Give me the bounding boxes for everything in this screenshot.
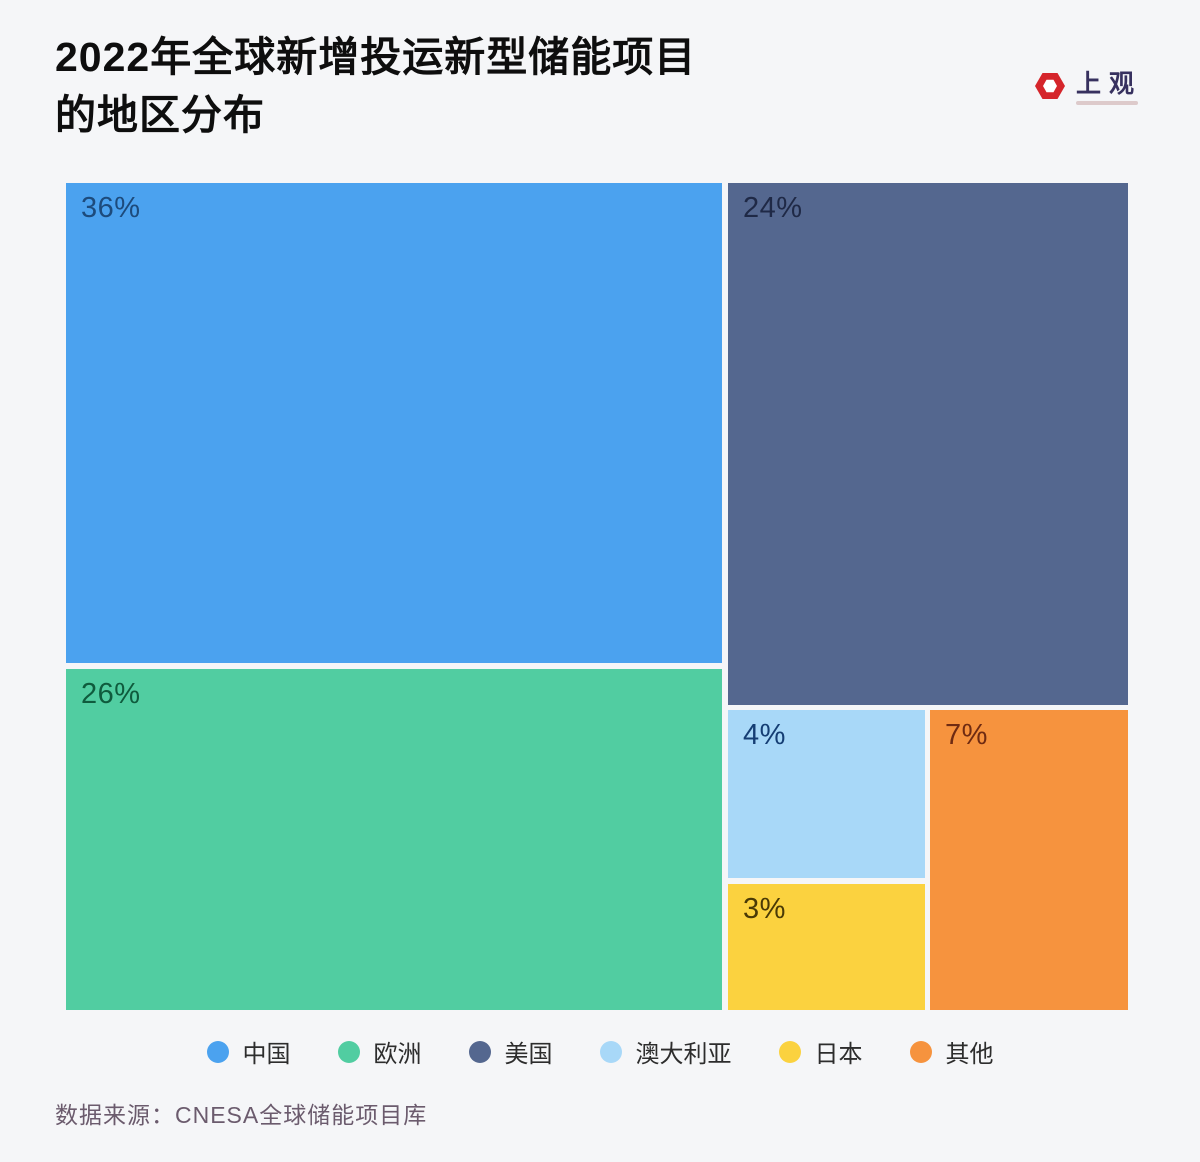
treemap-label-others: 7% (945, 719, 988, 751)
legend-item-japan: 日本 (778, 1034, 863, 1069)
legend-item-australia: 澳大利亚 (599, 1034, 732, 1069)
page-title-line2: 的地区分布 (55, 92, 265, 139)
treemap-block-japan: 3% (728, 884, 925, 1010)
treemap-label-europe: 26% (81, 678, 141, 710)
legend-dot-usa (468, 1040, 491, 1063)
legend-label-japan: 日本 (814, 1041, 863, 1068)
legend-item-europe: 欧洲 (337, 1034, 422, 1069)
treemap-block-others: 7% (930, 710, 1128, 1010)
legend-item-usa: 美国 (468, 1034, 553, 1069)
brand-logo-text-wrap: 上观 (1075, 69, 1142, 105)
treemap-label-china: 36% (81, 192, 141, 224)
legend-label-china: 中国 (242, 1041, 291, 1068)
legend-dot-australia (599, 1040, 622, 1063)
legend-label-usa: 美国 (504, 1041, 553, 1068)
page-title-line1: 2022年全球新增投运新型储能项目 (55, 34, 697, 80)
treemap-label-australia: 4% (743, 719, 786, 751)
treemap-chart: 36% 26% 24% 4% 3% 7% (66, 183, 1128, 1010)
legend-dot-europe (337, 1040, 360, 1063)
legend-dot-others (909, 1040, 932, 1063)
legend-dot-china (206, 1040, 229, 1063)
brand-logo-tagline (1075, 100, 1138, 105)
chart-legend: 中国 欧洲 美国 澳大利亚 日本 其他 (0, 1034, 1200, 1069)
brand-logo-text: 上观 (1075, 69, 1142, 98)
treemap-block-china: 36% (66, 183, 722, 663)
treemap-label-usa: 24% (743, 192, 803, 224)
brand-logo-icon (1034, 73, 1065, 99)
treemap-block-europe: 26% (66, 669, 722, 1010)
legend-label-others: 其他 (945, 1041, 994, 1068)
legend-label-europe: 欧洲 (373, 1041, 422, 1068)
data-source: 数据来源：CNESA全球储能项目库 (55, 1102, 428, 1128)
legend-item-china: 中国 (206, 1034, 291, 1069)
treemap-block-australia: 4% (728, 710, 925, 878)
brand-logo: 上观 (1034, 70, 1142, 105)
treemap-label-japan: 3% (743, 893, 786, 925)
page-title: 2022年全球新增投运新型储能项目 的地区分布 (55, 28, 696, 144)
legend-label-australia: 澳大利亚 (635, 1041, 732, 1068)
treemap-block-usa: 24% (728, 183, 1128, 705)
legend-dot-japan (778, 1040, 801, 1063)
legend-item-others: 其他 (909, 1034, 994, 1069)
